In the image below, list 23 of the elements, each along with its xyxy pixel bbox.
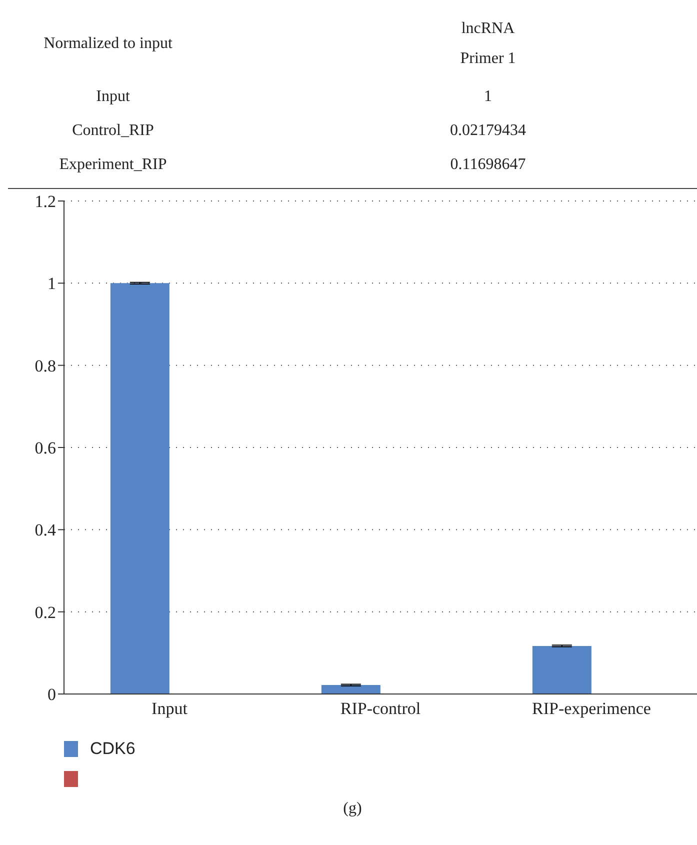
y-tick-label: 0.8: [34, 356, 56, 376]
text: Control_RIP: [71, 122, 155, 140]
x-tick-label: RIP-control: [340, 699, 421, 718]
text: 1: [483, 88, 493, 106]
y-tick-label: 0.6: [34, 438, 56, 458]
bar: [110, 283, 170, 694]
y-tick-label: 1.2: [34, 192, 56, 212]
text: lncRNA Primer 1: [459, 19, 517, 69]
text: Input: [95, 88, 131, 106]
y-tick-label: 1: [48, 274, 56, 294]
y-tick-label: 0.4: [34, 520, 56, 540]
text: 0.02179434: [449, 122, 527, 140]
text: 0.11698647: [449, 156, 527, 174]
text: Experiment_RIP: [58, 156, 168, 174]
y-tick-label: 0.2: [34, 602, 56, 622]
text: Normalized to input: [42, 35, 174, 53]
y-tick-label: 0: [48, 685, 56, 704]
bar: [532, 646, 592, 694]
x-tick-label: Input: [152, 699, 188, 718]
legend-label: CDK6: [90, 739, 136, 759]
text: (g): [342, 800, 363, 818]
x-tick-label: RIP-experimence: [532, 699, 651, 718]
bar: [321, 685, 380, 694]
